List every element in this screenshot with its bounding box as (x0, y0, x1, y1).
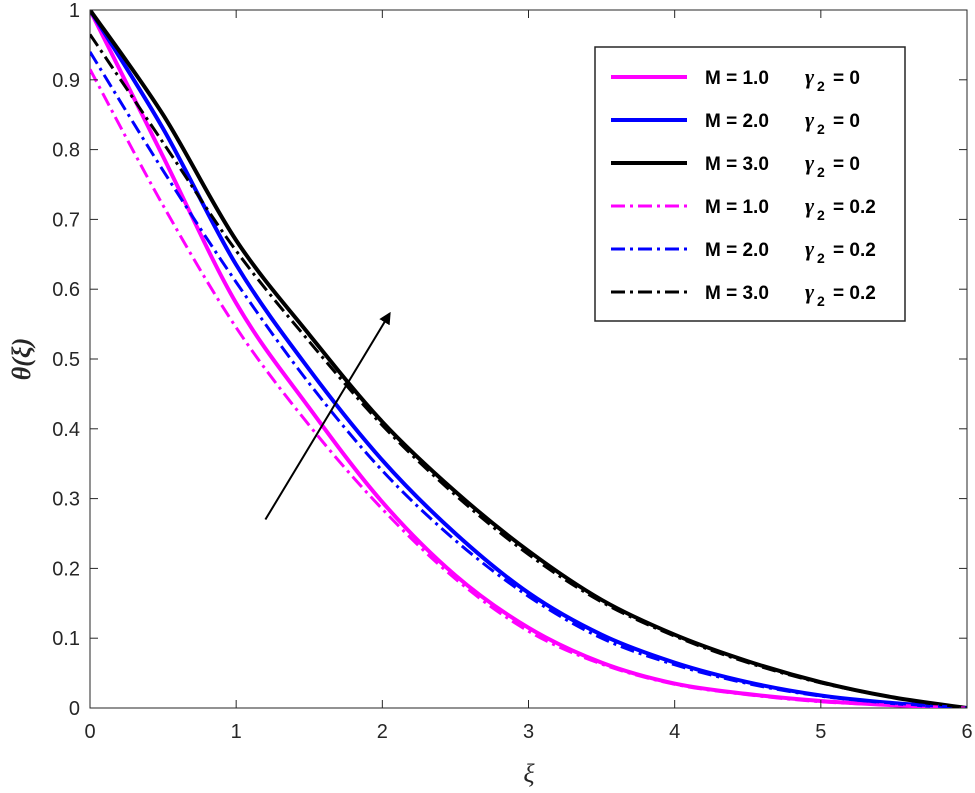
legend-gamma-subscript: 2 (817, 293, 825, 309)
legend-box (594, 46, 906, 322)
legend-label-gamma: = 0 (833, 111, 860, 132)
y-tick-label: 1 (69, 0, 80, 22)
legend-gamma-symbol: γ (805, 279, 815, 304)
legend: M = 1.0 γ 2 = 0M = 2.0 γ 2 = 0M = 3.0 γ 2 = 0M = … (594, 46, 906, 322)
y-tick-label: 0.9 (52, 70, 80, 92)
y-tick-label: 0.2 (52, 558, 80, 580)
legend-gamma-subscript: 2 (817, 121, 825, 137)
legend-label-m: M = 3.0 (705, 283, 769, 304)
legend-label-gamma: = 0 (833, 68, 860, 89)
legend-label-gamma: = 0.2 (833, 283, 876, 304)
legend-gamma-symbol: γ (805, 193, 815, 218)
legend-gamma-symbol: γ (805, 64, 815, 89)
series-line-4 (90, 68, 967, 708)
y-tick-label: 0.4 (52, 419, 80, 441)
y-tick-label: 0.6 (52, 279, 80, 301)
legend-gamma-subscript: 2 (817, 207, 825, 223)
legend-label-m: M = 1.0 (705, 197, 769, 218)
legend-gamma-subscript: 2 (817, 250, 825, 266)
x-axis-label: ξ (523, 759, 535, 788)
y-tick-label: 0 (69, 698, 80, 720)
legend-gamma-subscript: 2 (817, 164, 825, 180)
x-tick-label: 1 (231, 721, 242, 743)
y-tick-label: 0.7 (52, 209, 80, 231)
x-tick-label: 0 (84, 721, 95, 743)
legend-label-gamma: = 0 (833, 154, 860, 175)
y-tick-label: 0.3 (52, 489, 80, 511)
y-axis-label: θ(ξ) (7, 338, 36, 381)
legend-label-gamma: = 0.2 (833, 240, 876, 261)
x-tick-label: 5 (815, 721, 826, 743)
legend-label-gamma: = 0.2 (833, 197, 876, 218)
x-tick-label: 4 (669, 721, 680, 743)
legend-gamma-symbol: γ (805, 107, 815, 132)
legend-label-m: M = 1.0 (705, 68, 769, 89)
legend-label-m: M = 2.0 (705, 240, 769, 261)
legend-gamma-subscript: 2 (817, 78, 825, 94)
y-tick-label: 0.5 (52, 349, 80, 371)
legend-label-m: M = 2.0 (705, 111, 769, 132)
y-tick-label: 0.1 (52, 628, 80, 650)
legend-gamma-symbol: γ (805, 150, 815, 175)
x-tick-label: 2 (377, 721, 388, 743)
series-line-5 (90, 51, 967, 708)
legend-gamma-symbol: γ (805, 236, 815, 261)
legend-label-m: M = 3.0 (705, 154, 769, 175)
y-tick-label: 0.8 (52, 140, 80, 162)
x-tick-label: 3 (523, 721, 534, 743)
x-tick-label: 6 (961, 721, 972, 743)
trend-arrow (264, 311, 391, 521)
